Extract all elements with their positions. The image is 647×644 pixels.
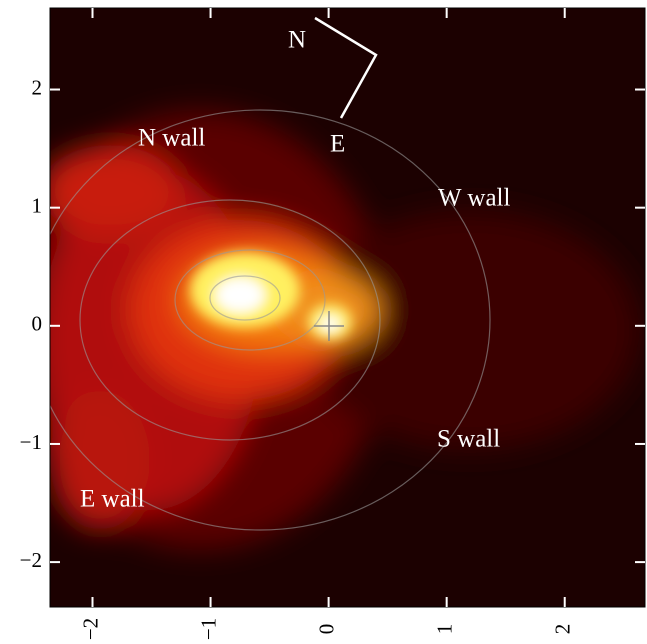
y-tick-label: 2	[32, 75, 43, 99]
annotation: S wall	[437, 426, 500, 453]
annotation: N wall	[138, 125, 205, 152]
y-tick-label: −2	[20, 548, 42, 572]
y-tick-label: 1	[32, 193, 43, 217]
x-tick-label: −2	[78, 618, 102, 640]
y-tick-label: 0	[32, 312, 43, 336]
annotation: E wall	[80, 486, 145, 513]
annotation: N	[288, 27, 306, 54]
x-tick-label: −1	[196, 618, 220, 640]
x-tick-label: 0	[314, 624, 338, 635]
annotation: W wall	[438, 185, 510, 212]
y-tick-label: −1	[20, 430, 42, 454]
annotation: E	[330, 131, 345, 158]
chart: −2 −1 0 1 2 −2 −1 0 1 2 N wall W wall S wall E wall N E	[0, 0, 647, 644]
x-tick-label: 2	[551, 624, 575, 635]
image	[10, 8, 645, 607]
x-tick-label: 1	[432, 624, 456, 635]
